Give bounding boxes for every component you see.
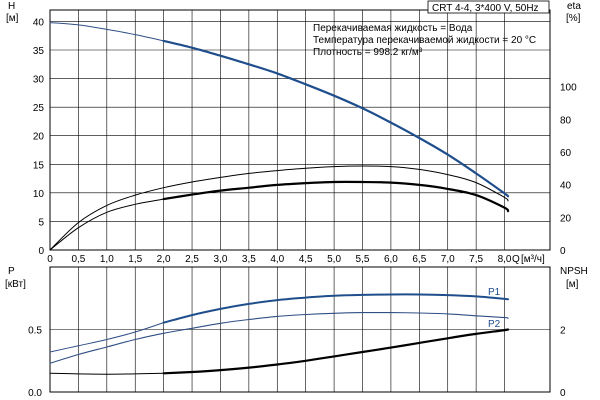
q-tick-label: 1,0 [100,254,114,265]
bottom-ticks: 0.0 0.5 0 2 [28,326,566,400]
series-line-h [162,39,510,198]
h-tick-label: 30 [33,75,45,86]
npsh-axis-label: NPSH [560,266,588,277]
h-tick-label: 5 [38,217,44,228]
series-line-p2 [49,312,509,364]
p-tick-label: 0.5 [28,326,42,337]
pump-title: CRT 4-4, 3*400 V, 50Hz [432,3,539,14]
p2-series-label: P2 [488,319,501,330]
q-tick-label: 3,5 [242,254,256,265]
power-npsh-chart: 0.0 0.5 0 2 P [кВт] NPSH [м] P1 P2 [5,266,588,399]
pump-title-box [427,0,550,14]
h-tick-label: 35 [33,46,45,57]
npsh-tick-label: 2 [560,326,566,337]
series-line-p1-extended [49,322,165,353]
eta-tick-label: 100 [560,83,577,94]
eta-tick-label: 40 [560,181,572,192]
temperature-info: Температура перекачиваемой жидкости = 20… [313,35,536,46]
eta-axis-unit: [%] [566,13,581,24]
top-series-group [49,22,510,251]
q-tick-label: 7,5 [469,254,483,265]
q-tick-label: 6,5 [412,254,426,265]
q-tick-label: 5,5 [356,254,370,265]
q-tick-label: 4,5 [299,254,313,265]
series-line-h-extended [49,22,165,42]
npsh-tick-label: 0 [560,388,566,399]
head-efficiency-chart: 0 0,5 1,0 1,5 2,0 2,5 3,0 3,5 4,0 4,5 5,0 5,5 6,0 6,5… [6,0,581,265]
q-tick-label: 5,0 [327,254,341,265]
eta-tick-label: 20 [560,213,572,224]
eta-tick-label: 80 [560,115,572,126]
p-tick-label: 0.0 [28,388,42,399]
h-tick-label: 10 [33,189,45,200]
series-line-p1 [162,293,510,324]
series-line-npsh-extended [49,372,165,375]
q-axis-label: Q [512,254,520,265]
fluid-info: Перекачиваемая жидкость = Вода [313,23,473,34]
p1-series-label: P1 [488,287,501,298]
bottom-series-group [49,293,510,375]
h-tick-label: 25 [33,103,45,114]
q-tick-label: 4,0 [270,254,284,265]
series-line-npsh [162,328,510,375]
bottom-plot-frame [49,266,551,393]
top-ticks: 0 0,5 1,0 1,5 2,0 2,5 3,0 3,5 4,0 4,5 5,0 5,5 6,0 6,5… [33,17,577,265]
top-plot-frame [49,9,551,251]
q-tick-label: 7,0 [441,254,455,265]
h-tick-label: 15 [33,160,45,171]
series-line-eta-extended [49,198,165,251]
eta-tick-label: 60 [560,148,572,159]
p-axis-label: P [8,266,15,277]
npsh-axis-unit: [м] [566,279,579,290]
h-axis-label: H [8,1,15,12]
p-axis-unit: [кВт] [5,279,26,290]
eta-tick-label: 0 [560,246,566,257]
q-tick-label: 2,5 [185,254,199,265]
q-tick-label: 3,0 [214,254,228,265]
q-tick-label: 0 [47,254,53,265]
q-axis-unit: [м³/ч] [521,254,545,265]
eta-axis-label: eta [567,1,581,12]
h-tick-label: 0 [38,246,44,257]
q-tick-label: 1,5 [128,254,142,265]
h-tick-label: 20 [33,132,45,143]
q-tick-label: 6,0 [384,254,398,265]
h-tick-label: 40 [33,17,45,28]
density-info: Плотность = 998.2 кг/м³ [313,47,423,58]
q-tick-label: 0,5 [71,254,85,265]
series-line-eta-total-thin [49,165,509,251]
series-line-eta [162,180,510,213]
q-tick-label: 8,0 [498,254,512,265]
h-axis-unit: [м] [6,13,19,24]
q-tick-label: 2,0 [157,254,171,265]
